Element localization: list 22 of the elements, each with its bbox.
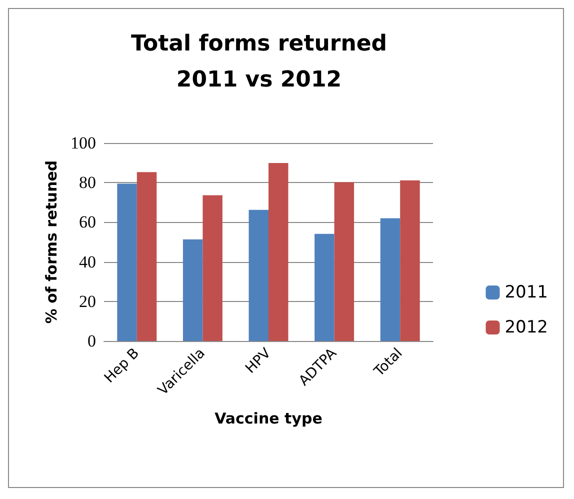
bar xyxy=(314,234,334,341)
y-tick-label: 100 xyxy=(70,134,96,152)
y-axis-title: % of forms retuned xyxy=(42,160,60,324)
chart-title: Total forms returned 2011 vs 2012 xyxy=(130,32,388,92)
legend-label: 2012 xyxy=(504,318,548,338)
y-tick-label: 20 xyxy=(79,292,96,311)
y-tick-label: 0 xyxy=(88,332,96,350)
bar xyxy=(202,195,222,341)
y-tick-label: 80 xyxy=(79,173,96,192)
bar xyxy=(117,184,137,341)
legend-label: 2011 xyxy=(504,282,548,302)
bar xyxy=(268,163,288,341)
bar xyxy=(380,218,400,341)
x-axis-title: Vaccine type xyxy=(214,410,322,428)
bar xyxy=(136,172,157,341)
x-tick-label: Hep B xyxy=(102,345,143,386)
bar xyxy=(400,180,420,341)
bar xyxy=(248,210,268,341)
y-tick-label: 40 xyxy=(79,252,96,272)
bar xyxy=(182,239,203,341)
bar xyxy=(334,182,354,341)
y-tick-label: 60 xyxy=(79,212,96,232)
